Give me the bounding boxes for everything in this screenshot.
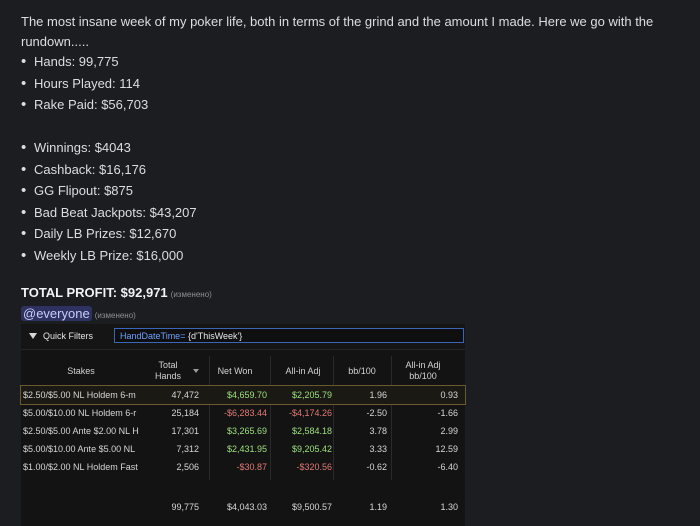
edited-label: (изменено)	[170, 290, 212, 299]
cell-allin-adj-bb100: 2.99	[440, 426, 458, 436]
list-item: Rake Paid: $56,703	[21, 94, 148, 116]
total-profit-line: TOTAL PROFIT: $92,971 (изменено)	[21, 285, 212, 300]
column-divider	[209, 356, 210, 480]
list-item: Daily LB Prizes: $12,670	[21, 223, 197, 245]
table-row[interactable]: $2.50/$5.00 Ante $2.00 NL H 17,301 $3,265.…	[21, 422, 465, 440]
list-item: Winnings: $4043	[21, 137, 197, 159]
cell-allin-adj: $2,584.18	[291, 426, 332, 436]
mention-line: @everyone (изменено)	[21, 306, 136, 321]
cell-bb100: -0.62	[366, 462, 387, 472]
cell-net-won: $4,659.70	[226, 390, 267, 400]
list-item: Bad Beat Jackpots: $43,207	[21, 202, 197, 224]
cell-allin-adj-bb100: 0.93	[440, 390, 458, 400]
filter-funnel-icon	[29, 332, 37, 339]
list-item: Cashback: $16,176	[21, 159, 197, 181]
attached-screenshot[interactable]: Quick Filters HandDateTime= {d'ThisWeek'…	[20, 324, 466, 526]
cell-stakes: $1.00/$2.00 NL Holdem Fast	[23, 462, 138, 472]
list-item: Hours Played: 114	[21, 73, 148, 95]
cell-stakes: $5.00/$10.00 Ante $5.00 NL	[23, 444, 136, 454]
cell-allin-adj: $2,205.79	[291, 390, 332, 400]
cell-net-won: $3,265.69	[226, 426, 267, 436]
filter-bar: Quick Filters HandDateTime= {d'ThisWeek'…	[21, 324, 465, 350]
total-allin-adj-bb100: 1.30	[440, 502, 458, 512]
table-row[interactable]: $2.50/$5.00 NL Holdem 6-m 47,472 $4,659.70…	[20, 385, 466, 405]
filter-input[interactable]: HandDateTime= {d'ThisWeek'}	[114, 328, 464, 343]
total-net-won: $4,043.03	[226, 502, 267, 512]
cell-bb100: 3.33	[369, 444, 387, 454]
everyone-mention[interactable]: @everyone	[21, 306, 92, 321]
cell-stakes: $2.50/$5.00 Ante $2.00 NL H	[23, 426, 139, 436]
quick-filters-button[interactable]: Quick Filters	[29, 331, 93, 341]
sort-desc-icon	[193, 369, 199, 373]
total-hands: 99,775	[171, 502, 199, 512]
filter-value: {d'ThisWeek'}	[187, 331, 243, 341]
header-stakes[interactable]: Stakes	[67, 365, 95, 376]
cell-stakes: $5.00/$10.00 NL Holdem 6-r	[23, 408, 137, 418]
cell-net-won: -$6,283.44	[223, 408, 267, 418]
cell-allin-adj: $9,205.42	[291, 444, 332, 454]
chat-message: The most insane week of my poker life, b…	[21, 12, 691, 321]
cell-stakes: $2.50/$5.00 NL Holdem 6-m	[23, 390, 136, 400]
column-divider	[391, 356, 392, 480]
total-bb100: 1.19	[369, 502, 387, 512]
cell-total-hands: 7,312	[176, 444, 199, 454]
header-bb100[interactable]: bb/100	[348, 365, 376, 376]
cell-allin-adj-bb100: -1.66	[437, 408, 458, 418]
table-row[interactable]: $5.00/$10.00 NL Holdem 6-r 25,184 -$6,283.…	[21, 404, 465, 422]
list-item: Hands: 99,775	[21, 51, 148, 73]
cell-allin-adj: -$320.56	[296, 462, 332, 472]
cell-net-won: -$30.87	[236, 462, 267, 472]
earnings-list: Winnings: $4043 Cashback: $16,176 GG Fli…	[21, 137, 197, 266]
cell-bb100: 1.96	[369, 390, 387, 400]
header-allin-adj-bb100[interactable]: All-in Adj bb/100	[405, 360, 441, 381]
cell-allin-adj-bb100: -6.40	[437, 462, 458, 472]
list-item: Weekly LB Prize: $16,000	[21, 245, 197, 267]
column-divider	[333, 356, 334, 480]
total-profit: TOTAL PROFIT: $92,971	[21, 285, 168, 300]
header-total-hands[interactable]: Total Hands	[145, 356, 205, 386]
quick-filters-label: Quick Filters	[43, 331, 94, 341]
total-allin-adj: $9,500.57	[291, 502, 332, 512]
edited-label: (изменено)	[94, 311, 136, 320]
cell-allin-adj: -$4,174.26	[288, 408, 332, 418]
message-intro: The most insane week of my poker life, b…	[21, 14, 654, 49]
totals-row: 99,775 $4,043.03 $9,500.57 1.19 1.30	[21, 498, 465, 516]
table-row[interactable]: $1.00/$2.00 NL Holdem Fast 2,506 -$30.87 -$…	[21, 458, 465, 476]
header-allin-adj[interactable]: All-in Adj	[285, 365, 321, 376]
cell-total-hands: 25,184	[171, 408, 199, 418]
cell-bb100: -2.50	[366, 408, 387, 418]
cell-bb100: 3.78	[369, 426, 387, 436]
cell-total-hands: 2,506	[176, 462, 199, 472]
cell-net-won: $2,431.95	[226, 444, 267, 454]
column-divider	[270, 356, 271, 480]
cell-allin-adj-bb100: 12.59	[435, 444, 458, 454]
filter-key: HandDateTime=	[120, 331, 186, 341]
list-item: GG Flipout: $875	[21, 180, 197, 202]
table-row[interactable]: $5.00/$10.00 Ante $5.00 NL 7,312 $2,431.95…	[21, 440, 465, 458]
header-net-won[interactable]: Net Won	[217, 365, 253, 376]
cell-total-hands: 17,301	[171, 426, 199, 436]
cell-total-hands: 47,472	[171, 390, 199, 400]
stats-list: Hands: 99,775 Hours Played: 114 Rake Pai…	[21, 51, 148, 116]
